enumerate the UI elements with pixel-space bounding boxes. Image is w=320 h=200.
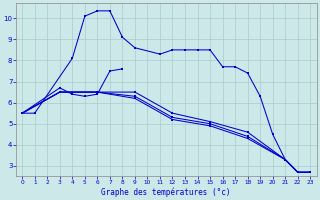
X-axis label: Graphe des températures (°c): Graphe des températures (°c) [101, 187, 231, 197]
